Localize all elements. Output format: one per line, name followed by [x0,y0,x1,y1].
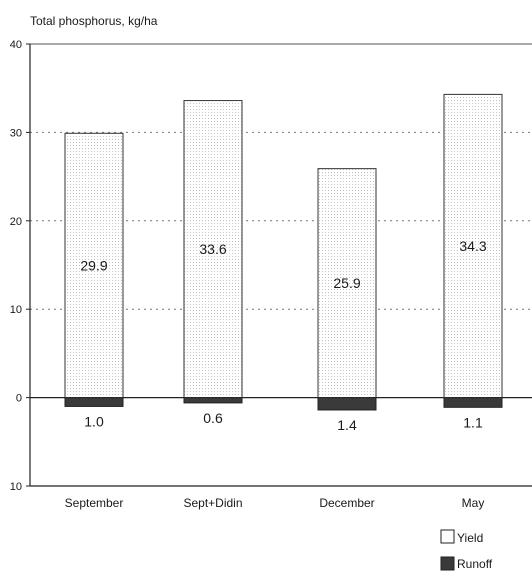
x-tick-label: December [319,496,374,510]
x-axis-tick-labels: September Sept+Didin December May [65,496,485,510]
yield-value-label: 25.9 [333,275,360,291]
y-axis-ticks: 40 30 20 10 0 10 [10,39,30,493]
legend-label-runoff: Runoff [457,557,493,571]
runoff-value-label: 0.6 [203,410,223,426]
yield-value-label: 33.6 [199,241,226,257]
legend-label-yield: Yield [457,531,483,545]
y-tick-label: 10 [10,304,22,316]
legend-swatch-runoff [440,556,455,571]
x-tick-label: May [462,496,485,510]
bar-yield [183,100,243,399]
x-tick-label: September [65,496,124,510]
runoff-value-label: 1.4 [337,417,357,433]
chart-title: Total phosphorus, kg/ha [30,14,158,28]
y-tick-label: 20 [10,216,22,228]
bars [64,93,503,411]
y-tick-label: 10 [10,481,22,493]
bar-runoff [183,397,243,404]
bar-yield [443,93,503,399]
y-tick-label: 30 [10,127,22,139]
value-labels: 29.9 1.0 33.6 0.6 25.9 1.4 34.3 1.1 [80,238,486,433]
bar-runoff [317,397,377,411]
bar-runoff [64,397,124,407]
legend-swatch-yield [440,529,455,544]
runoff-value-label: 1.1 [463,414,483,430]
y-tick-label: 40 [10,39,22,51]
y-tick-label: 0 [16,393,22,405]
bar-runoff [443,397,503,408]
legend: Yield Runoff [440,529,493,571]
yield-value-label: 29.9 [80,257,107,273]
runoff-value-label: 1.0 [84,413,104,429]
yield-value-label: 34.3 [459,238,486,254]
x-tick-label: Sept+Didin [183,496,242,510]
